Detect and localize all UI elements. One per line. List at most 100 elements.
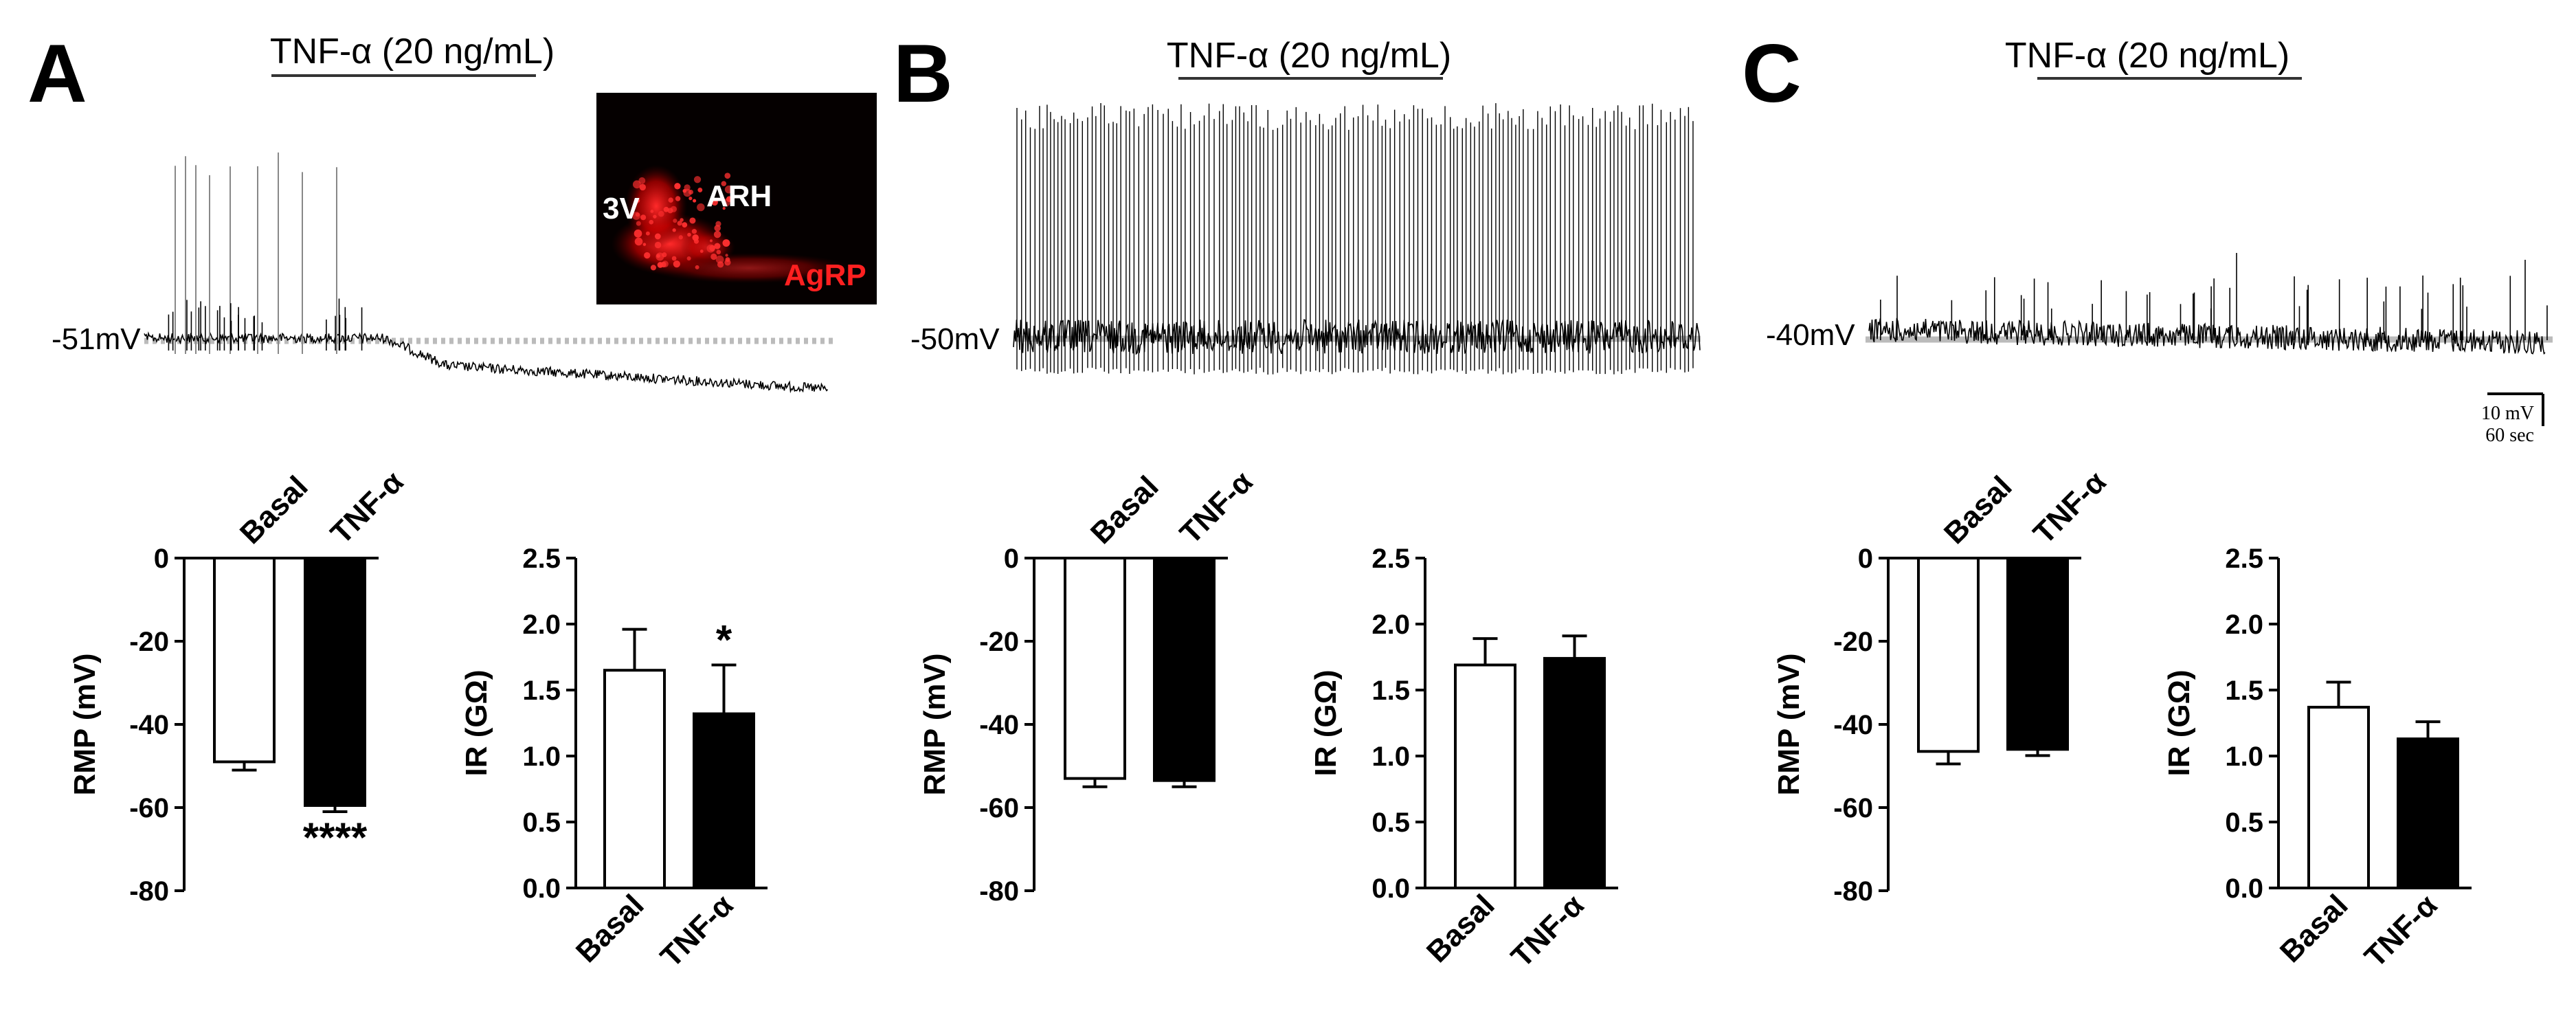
micrograph-cell [662,252,667,258]
micrograph-cell [724,185,733,194]
micrograph-cell [688,197,693,201]
micrograph-cell [693,199,697,203]
micrograph-cell [714,243,721,249]
category-label: Basal [234,469,315,551]
y-tick-label: 2.0 [2225,610,2263,640]
micrograph-cell [634,237,643,246]
scale-bar-time: 60 sec [2485,425,2534,446]
panel-letter-b: B [893,27,953,120]
y-tick-label: 1.0 [1371,742,1410,772]
y-tick-label: -40 [979,710,1019,740]
category-label: TNF-α [1505,888,1591,974]
trace-noise [1868,318,2546,355]
y-tick-label: 1.0 [522,742,561,772]
micrograph-cell [699,249,704,253]
micro-label-arh: ARH [706,179,772,213]
y-tick-label: -20 [129,627,169,657]
significance-marker: * [716,617,732,663]
micrograph-cell [645,231,650,236]
micrograph-cell [715,255,724,264]
micrograph-cell [667,208,673,214]
y-tick-label: 0 [1004,544,1019,574]
trace-title-c: TNF-α (20 ng/mL) [2005,36,2289,76]
micrograph-inset: 3V ARH AgRP [596,93,877,304]
bar [1153,557,1216,782]
y-tick-label: 0.5 [522,808,561,838]
micrograph-cell [721,181,727,186]
baseline-label-c: -40mV [1766,318,1855,352]
bar [2307,705,2370,889]
micro-label-agrp: AgRP [784,258,866,292]
bar [213,557,276,764]
category-label: TNF-α [2358,888,2444,974]
bar-chart-c-ir: 0.0 0.5 1.0 1.5 2.0 2.5 IR (GΩ) Basal TNF-α [2162,544,2472,974]
category-label: TNF-α [654,888,740,974]
bar [1454,663,1516,890]
micrograph-cell [695,265,699,269]
micrograph-cell [714,199,718,203]
y-tick-label: 2.5 [1371,544,1410,574]
category-label: Basal [570,888,651,969]
micrograph-cell [673,260,680,268]
micrograph-cell [678,235,683,240]
micrograph-cell [658,210,664,217]
bar [1543,656,1606,889]
y-tick-label: -80 [1833,876,1873,907]
baseline-label-b: -50mV [910,322,1000,356]
category-label: Basal [1938,469,2019,551]
micrograph-cell [650,210,654,213]
category-label: TNF-α [324,465,410,551]
micrograph-cell [668,197,673,203]
bar [693,712,755,890]
category-label: TNF-α [2027,465,2113,551]
micrograph-cell [693,176,702,184]
micrograph-cell [674,183,681,190]
bar-chart-a-rmp: 0 -20 -40 -60 -80 RMP (mV) Basal TNF-α **** [68,465,410,907]
y-axis-label: IR (GΩ) [1309,669,1343,776]
y-tick-label: 0.0 [1371,874,1410,904]
y-tick-label: 2.0 [1371,610,1410,640]
trace-title-b: TNF-α (20 ng/mL) [1167,36,1451,76]
scale-bar-voltage: 10 mV [2481,403,2534,424]
y-tick-label: -60 [129,793,169,823]
y-axis-label: RMP (mV) [1772,654,1806,796]
category-label: Basal [2274,888,2355,969]
micrograph-cell [697,203,705,212]
micrograph-cell [713,230,721,238]
trace-title-a: TNF-α (20 ng/mL) [270,32,555,71]
y-tick-label: -20 [1833,627,1873,657]
micrograph-cell [675,196,681,201]
voltage-trace-a [144,152,829,394]
y-tick-label: 0.0 [522,874,561,904]
micrograph-cell [709,239,713,243]
y-axis-label: IR (GΩ) [460,669,493,776]
y-tick-label: 1.5 [522,676,561,706]
bar [304,557,366,807]
y-tick-label: 1.5 [2225,676,2263,706]
y-tick-label: 2.5 [2225,544,2263,574]
micrograph-cell [724,259,731,266]
bar [603,669,666,889]
y-tick-label: 2.5 [522,544,561,574]
micrograph-cell [686,256,691,261]
micrograph-cell [709,245,716,252]
bar [1064,557,1126,780]
micrograph-cell [642,243,647,246]
y-tick-label: 0.5 [1371,808,1410,838]
y-axis-label: IR (GΩ) [2162,669,2196,776]
y-tick-label: -80 [979,876,1019,907]
baseline-label-a: -51mV [52,322,141,356]
micrograph-cell [682,222,688,228]
micrograph-cell [635,198,640,203]
bar [2397,737,2459,890]
micrograph-cell [722,206,726,210]
micrograph-cell [644,252,651,259]
y-tick-label: 0 [1858,544,1873,574]
bar-chart-b-ir: 0.0 0.5 1.0 1.5 2.0 2.5 IR (GΩ) Basal TNF-α [1309,544,1618,974]
micrograph-cell [654,241,662,249]
micrograph-cell [697,187,703,192]
micrograph-cell [672,228,676,232]
y-tick-label: 1.0 [2225,742,2263,772]
panel-letter-c: C [1742,27,1802,120]
